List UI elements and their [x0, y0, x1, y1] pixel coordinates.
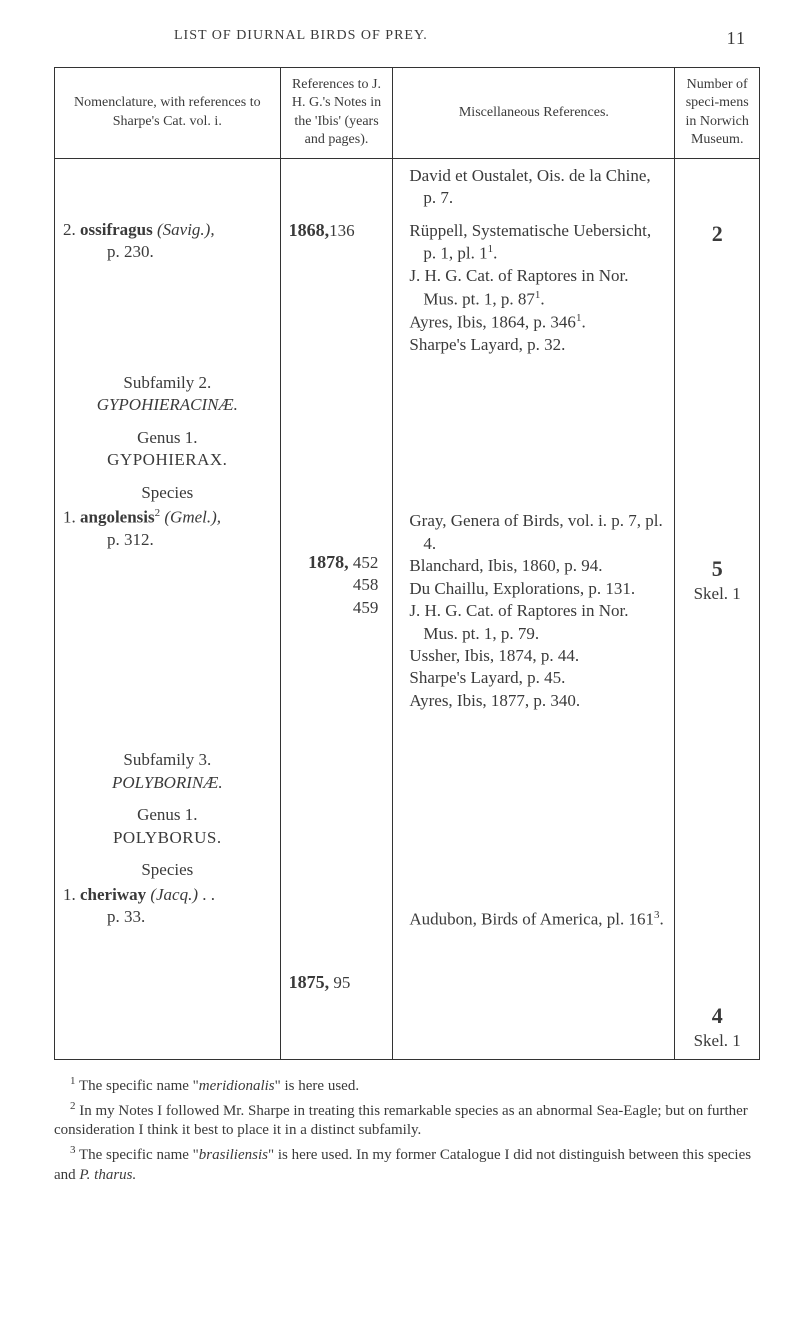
- genus1b-label: Genus 1.: [137, 805, 197, 824]
- table-header-row: Nomenclature, with references to Sharpe'…: [55, 68, 760, 159]
- sp-page: p. 312.: [107, 530, 154, 549]
- species2-label: Species: [63, 859, 272, 881]
- subfamily-2: Subfamily 2. GYPOHIERACINÆ.: [63, 372, 272, 417]
- sp-misc-sharpe: Sharpe's Layard, p. 45.: [401, 667, 666, 689]
- ch-ref-year: 1875,: [289, 972, 330, 992]
- sp-sup: 2: [155, 507, 161, 519]
- ch-page: p. 33.: [107, 907, 145, 926]
- header-count: Number of speci-mens in Norwich Museum.: [675, 68, 760, 159]
- subfam-label: Subfamily 2.: [123, 373, 211, 392]
- ref-page: 136: [329, 221, 355, 240]
- page-number: 11: [727, 28, 746, 49]
- footnote-3: 3 The specific name "brasiliensis" is he…: [54, 1143, 760, 1186]
- cell-nomenclature: 2. ossifragus (Savig.), p. 230. Subfamil…: [55, 158, 281, 1059]
- sp-name: angolensis: [80, 508, 155, 527]
- cell-count: 2 5 Skel. 1 4 Skel. 1: [675, 158, 760, 1059]
- subfam3-label: Subfamily 3.: [123, 750, 211, 769]
- entry-num: 2.: [63, 220, 76, 239]
- ref-1878: 1878, 452 458 459: [289, 551, 385, 620]
- header-references: References to J. H. G.'s Notes in the 'I…: [280, 68, 393, 159]
- sp-misc-jhg: J. H. G. Cat. of Raptores in Nor. Mus. p…: [401, 600, 666, 645]
- subfam-name: GYPOHIERACINÆ.: [97, 395, 238, 414]
- misc-jhg: J. H. G. Cat. of Raptores in Nor. Mus. p…: [401, 265, 666, 311]
- ch-num: 1.: [63, 885, 76, 904]
- footnote-1: 1 The specific name "meridionalis" is he…: [54, 1074, 760, 1097]
- ref-1875: 1875, 95: [289, 971, 385, 995]
- header-nomenclature: Nomenclature, with references to Sharpe'…: [55, 68, 281, 159]
- sp-misc-ussher: Ussher, Ibis, 1874, p. 44.: [401, 645, 666, 667]
- genus1b-name: POLYBORUS.: [113, 828, 222, 847]
- running-head: LIST OF DIURNAL BIRDS OF PREY. 11: [54, 28, 760, 49]
- ch-auth: (Jacq.): [150, 885, 198, 904]
- count-5: 5: [683, 554, 751, 583]
- table-body-row: 2. ossifragus (Savig.), p. 230. Subfamil…: [55, 158, 760, 1059]
- species-label: Species: [63, 482, 272, 504]
- angolensis-entry: 1. angolensis2 (Gmel.), p. 312.: [63, 506, 272, 552]
- misc-ruppell: Rüppell, Systematische Uebersicht, p. 1,…: [401, 220, 666, 266]
- entry-page: p. 230.: [107, 242, 154, 261]
- genus-name: GYPOHIERAX.: [107, 450, 227, 469]
- sp-misc-blanchard: Blanchard, Ibis, 1860, p. 94.: [401, 555, 666, 577]
- sp-ref-year: 1878,: [308, 552, 349, 572]
- genus-label: Genus 1.: [137, 428, 197, 447]
- genus-1: Genus 1. GYPOHIERAX.: [63, 427, 272, 472]
- entry-auth: (Savig.),: [157, 220, 215, 239]
- sp-auth: (Gmel.),: [164, 508, 221, 527]
- sp-misc-chaillu: Du Chaillu, Explorations, p. 131.: [401, 578, 666, 600]
- ch-misc: Audubon, Birds of America, pl. 1613.: [401, 908, 666, 931]
- ch-name: cheriway: [80, 885, 146, 904]
- cell-misc: David et Oustalet, Ois. de la Chine, p. …: [393, 158, 675, 1059]
- subfam3-name: POLYBORINÆ.: [112, 773, 223, 792]
- header-misc: Miscellaneous References.: [393, 68, 675, 159]
- genus-1b: Genus 1. POLYBORUS.: [63, 804, 272, 849]
- ossifragus-entry: 2. ossifragus (Savig.), p. 230.: [63, 219, 272, 264]
- main-table: Nomenclature, with references to Sharpe'…: [54, 67, 760, 1060]
- count-2: 2: [683, 219, 751, 248]
- cheriway-entry: 1. cheriway (Jacq.) . . p. 33.: [63, 884, 272, 929]
- sp-ref-p3: 459: [353, 598, 379, 617]
- skel-1b: Skel. 1: [683, 1030, 751, 1052]
- ch-ref-page: 95: [333, 973, 350, 992]
- page: LIST OF DIURNAL BIRDS OF PREY. 11 Nomenc…: [0, 0, 800, 1228]
- ref-year: 1868,: [289, 220, 330, 240]
- misc-sharpe: Sharpe's Layard, p. 32.: [401, 334, 666, 356]
- footnotes: 1 The specific name "meridionalis" is he…: [54, 1074, 760, 1186]
- footnote-2: 2 In my Notes I followed Mr. Sharpe in t…: [54, 1099, 760, 1142]
- sp-misc-gray: Gray, Genera of Birds, vol. i. p. 7, pl.…: [401, 510, 666, 555]
- ch-dots: . .: [202, 885, 215, 904]
- cell-references: 1868,136 1878, 452 458 459 1875, 95: [280, 158, 393, 1059]
- entry-name: ossifragus: [80, 220, 153, 239]
- subfamily-3: Subfamily 3. POLYBORINÆ.: [63, 749, 272, 794]
- sp-misc-ayres: Ayres, Ibis, 1877, p. 340.: [401, 690, 666, 712]
- ref-1868: 1868,136: [289, 219, 385, 243]
- skel-1a: Skel. 1: [683, 583, 751, 605]
- sp-ref-p1: 452: [353, 553, 379, 572]
- running-title: LIST OF DIURNAL BIRDS OF PREY.: [174, 28, 428, 49]
- sp-num: 1.: [63, 508, 76, 527]
- sp-ref-p2: 458: [353, 575, 379, 594]
- misc-ayres: Ayres, Ibis, 1864, p. 3461.: [401, 311, 666, 334]
- misc-david: David et Oustalet, Ois. de la Chine, p. …: [401, 165, 666, 210]
- count-4: 4: [683, 1001, 751, 1030]
